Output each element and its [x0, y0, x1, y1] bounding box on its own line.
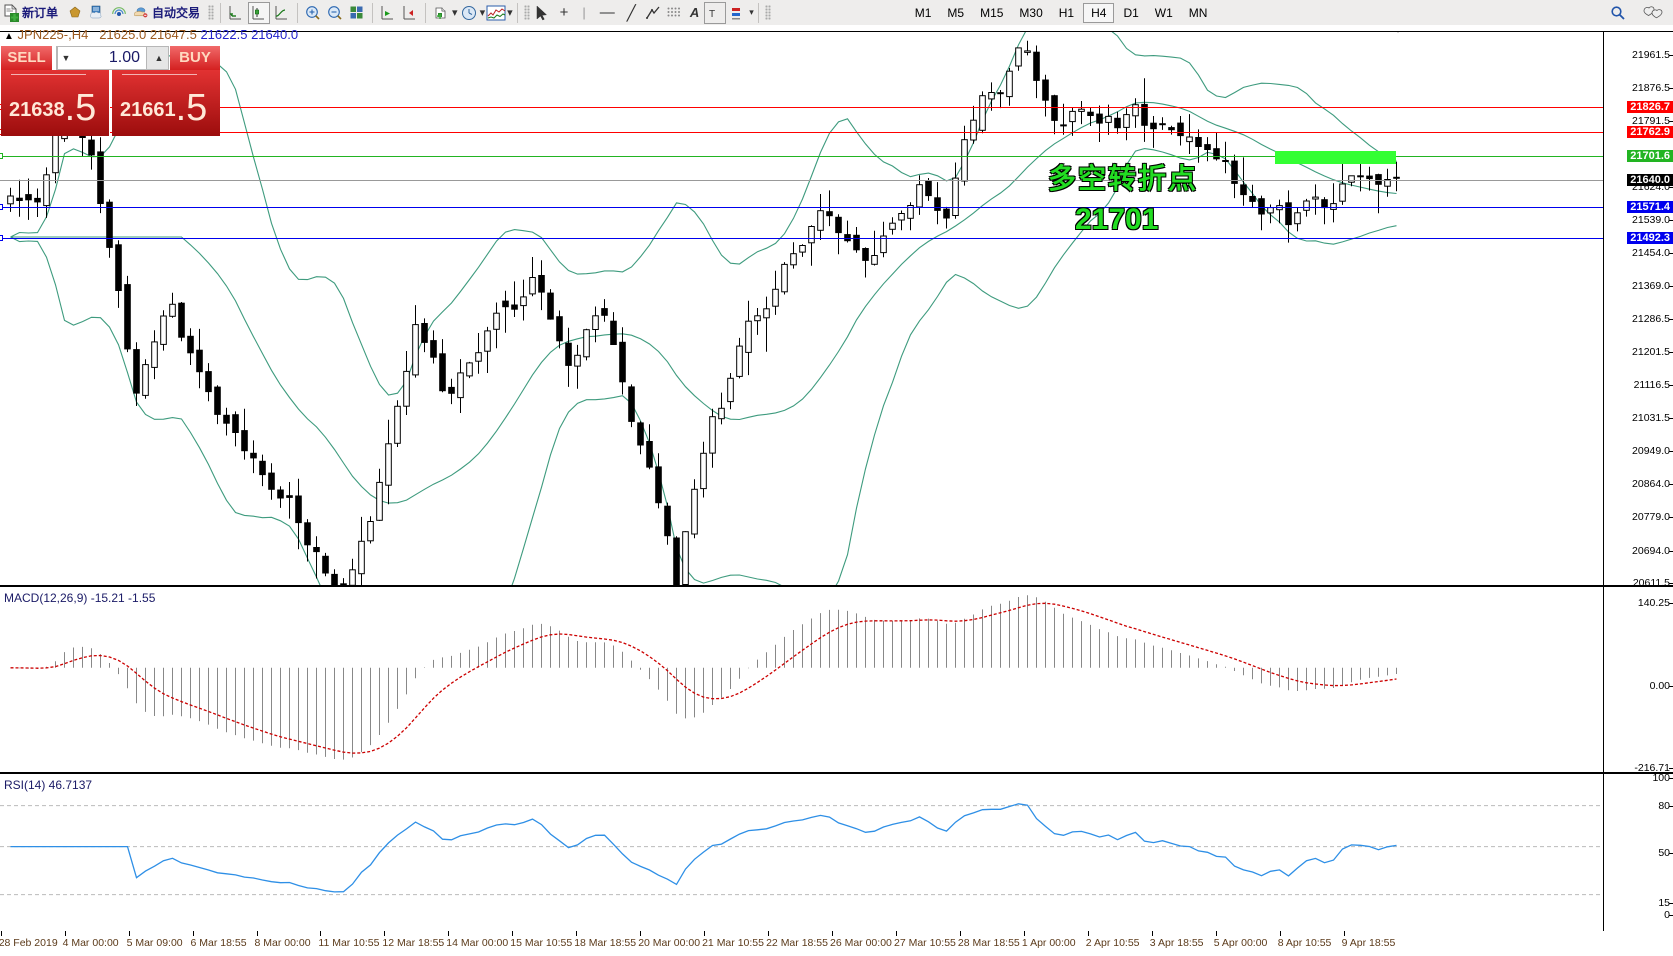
svg-text:T: T: [709, 9, 715, 20]
